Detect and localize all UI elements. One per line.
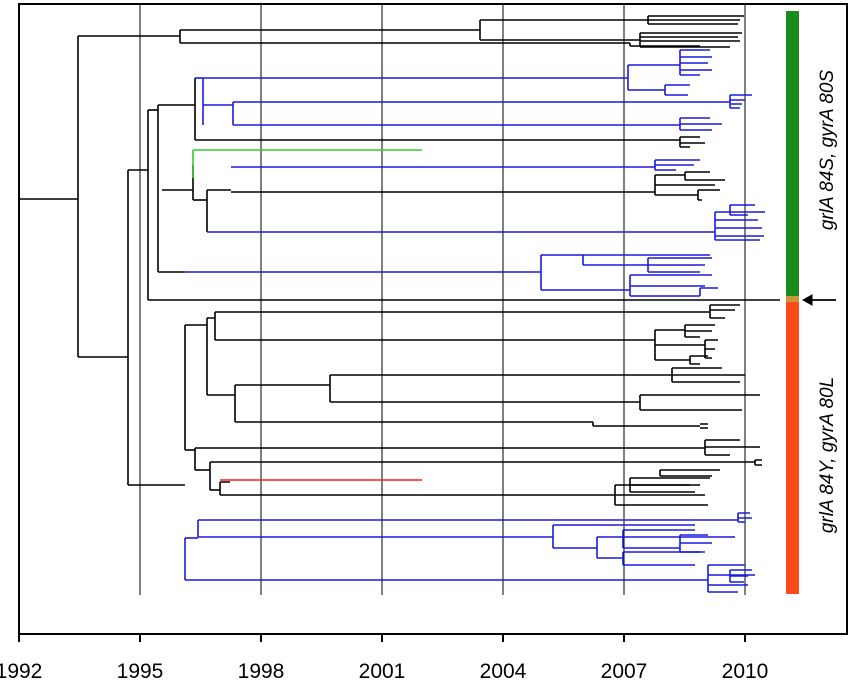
tick-label-2010: 2010 (722, 660, 769, 683)
clade-bars (786, 11, 799, 594)
blue-branches-upper (185, 49, 765, 297)
blue-branches-lower (184, 512, 755, 593)
boundary-arrow (801, 294, 836, 306)
clade-label-84s: grlA 84S, gyrA 80S (817, 70, 838, 231)
tick-label-1995: 1995 (117, 660, 164, 683)
backbone-branches (19, 15, 780, 506)
tick-label-1992: 1992 (0, 660, 42, 683)
tick-label-2004: 2004 (480, 660, 527, 683)
plot-frame (18, 3, 848, 635)
tree-branches (19, 15, 780, 593)
clade-bar-84s (786, 11, 799, 302)
tick-label-2001: 2001 (359, 660, 406, 683)
clade-boundary-marker (786, 296, 799, 302)
tick-label-1998: 1998 (238, 660, 285, 683)
x-axis-labels: 1992 1995 1998 2001 2004 2007 2010 (0, 660, 768, 683)
green-branch (192, 149, 422, 178)
x-axis-ticks (18, 634, 746, 642)
tick-label-2007: 2007 (601, 660, 648, 683)
clade-bar-84y (786, 302, 799, 594)
clade-label-84y: grlA 84Y, gyrA 80L (817, 377, 838, 533)
